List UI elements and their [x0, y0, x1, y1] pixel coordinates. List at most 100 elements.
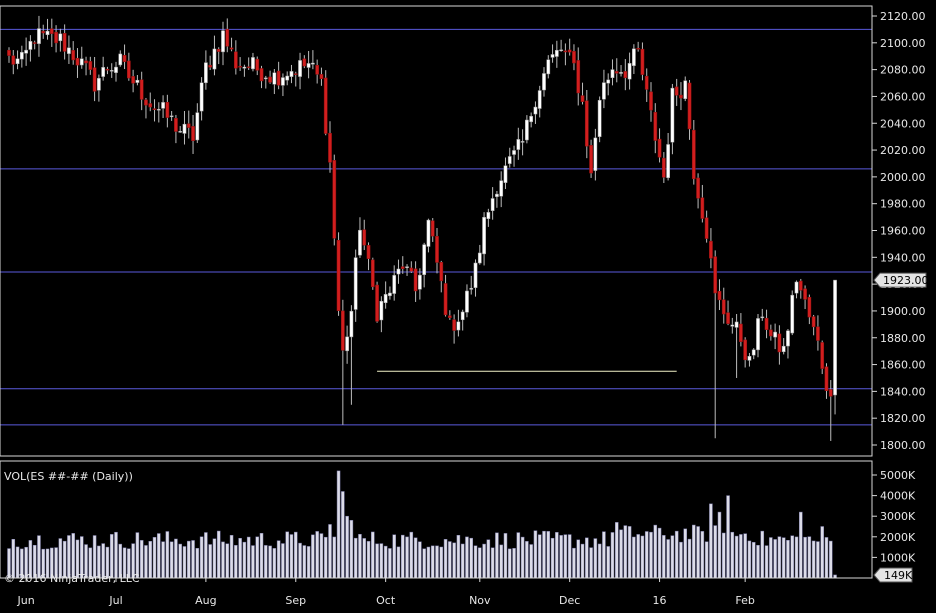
candle-down[interactable]	[268, 76, 272, 83]
candle-down[interactable]	[653, 111, 658, 141]
volume-bar[interactable]	[413, 537, 418, 579]
volume-bar[interactable]	[405, 536, 409, 579]
candle-up[interactable]	[79, 58, 84, 66]
candle-up[interactable]	[533, 106, 538, 115]
candle-down[interactable]	[803, 288, 807, 300]
candle-up[interactable]	[619, 72, 623, 74]
candle-down[interactable]	[816, 326, 820, 341]
volume-bar[interactable]	[443, 539, 448, 579]
volume-bar[interactable]	[246, 536, 251, 579]
volume-bar[interactable]	[409, 531, 414, 579]
candle-up[interactable]	[349, 310, 354, 338]
candle-up[interactable]	[460, 311, 465, 321]
volume-bar[interactable]	[683, 528, 687, 579]
volume-bar[interactable]	[157, 533, 161, 579]
candle-down[interactable]	[572, 51, 576, 64]
volume-bar[interactable]	[816, 541, 820, 579]
volume-bar[interactable]	[234, 545, 238, 579]
volume-bar[interactable]	[302, 545, 307, 579]
candle-up[interactable]	[285, 75, 290, 81]
volume-bar[interactable]	[221, 541, 225, 579]
candle-up[interactable]	[473, 262, 478, 288]
candle-down[interactable]	[174, 117, 178, 132]
volume-bar[interactable]	[435, 545, 439, 579]
candle-up[interactable]	[516, 139, 521, 150]
volume-bar[interactable]	[345, 515, 349, 579]
candle-down[interactable]	[366, 245, 371, 259]
volume-bar[interactable]	[606, 546, 610, 579]
candle-down[interactable]	[148, 103, 153, 108]
candle-up[interactable]	[734, 321, 739, 328]
candle-down[interactable]	[302, 58, 307, 67]
candle-up[interactable]	[503, 165, 508, 183]
volume-bar[interactable]	[696, 526, 700, 579]
candle-up[interactable]	[751, 349, 756, 356]
candle-down[interactable]	[144, 99, 148, 106]
candle-up[interactable]	[388, 292, 392, 297]
candle-up[interactable]	[773, 331, 777, 338]
candle-up[interactable]	[199, 82, 204, 112]
candle-down[interactable]	[640, 48, 645, 75]
volume-bar[interactable]	[619, 529, 623, 579]
volume-bar[interactable]	[777, 536, 782, 579]
candle-down[interactable]	[828, 389, 833, 397]
volume-bar[interactable]	[148, 541, 152, 579]
candle-down[interactable]	[709, 240, 713, 259]
candle-up[interactable]	[281, 77, 285, 86]
volume-bar[interactable]	[824, 537, 829, 579]
candle-up[interactable]	[520, 141, 525, 143]
candle-down[interactable]	[41, 30, 46, 34]
candle-down[interactable]	[319, 74, 324, 80]
volume-bar[interactable]	[375, 543, 379, 579]
candle-up[interactable]	[383, 294, 388, 304]
candle-down[interactable]	[644, 75, 649, 90]
volume-bar[interactable]	[294, 531, 298, 579]
candle-up[interactable]	[353, 257, 358, 310]
volume-bar[interactable]	[520, 536, 525, 579]
volume-bar[interactable]	[418, 541, 422, 579]
candle-down[interactable]	[152, 108, 157, 110]
candle-down[interactable]	[447, 315, 452, 318]
volume-bar[interactable]	[662, 535, 666, 579]
candle-up[interactable]	[537, 90, 542, 109]
candle-up[interactable]	[161, 102, 165, 109]
volume-bar[interactable]	[734, 535, 739, 579]
volume-bar[interactable]	[306, 546, 311, 579]
candle-up[interactable]	[418, 274, 422, 290]
volume-bar[interactable]	[726, 495, 730, 579]
candle-down[interactable]	[323, 77, 328, 134]
volume-bar[interactable]	[790, 535, 794, 579]
volume-bar[interactable]	[559, 535, 563, 579]
volume-bar[interactable]	[756, 545, 760, 579]
candle-down[interactable]	[139, 79, 144, 100]
candle-down[interactable]	[370, 259, 375, 288]
candle-down[interactable]	[233, 51, 238, 69]
volume-bar[interactable]	[353, 537, 358, 579]
candle-down[interactable]	[679, 94, 683, 99]
volume-bar[interactable]	[743, 533, 747, 579]
volume-bar[interactable]	[585, 537, 589, 579]
volume-bar[interactable]	[666, 539, 670, 579]
candle-up[interactable]	[546, 59, 551, 75]
candle-up[interactable]	[298, 60, 302, 77]
candle-up[interactable]	[178, 131, 183, 133]
candle-down[interactable]	[430, 220, 435, 237]
volume-bar[interactable]	[610, 532, 615, 579]
candle-up[interactable]	[242, 66, 247, 69]
volume-bar[interactable]	[508, 548, 512, 579]
candle-up[interactable]	[67, 47, 71, 54]
volume-bar[interactable]	[769, 537, 773, 579]
candle-up[interactable]	[477, 252, 482, 264]
volume-bar[interactable]	[187, 540, 191, 579]
candle-down[interactable]	[191, 126, 195, 142]
candle-up[interactable]	[456, 321, 461, 331]
candle-up[interactable]	[760, 316, 765, 319]
candle-down[interactable]	[229, 47, 234, 50]
candle-up[interactable]	[392, 275, 397, 294]
candle-up[interactable]	[396, 268, 401, 275]
volume-bar[interactable]	[281, 543, 285, 579]
candle-up[interactable]	[101, 67, 106, 77]
volume-bar[interactable]	[529, 544, 533, 579]
volume-bar[interactable]	[289, 534, 294, 579]
